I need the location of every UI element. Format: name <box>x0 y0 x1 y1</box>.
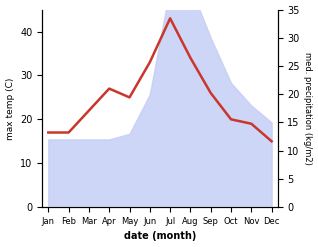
X-axis label: date (month): date (month) <box>124 231 196 242</box>
Y-axis label: med. precipitation (kg/m2): med. precipitation (kg/m2) <box>303 52 313 165</box>
Y-axis label: max temp (C): max temp (C) <box>5 77 15 140</box>
